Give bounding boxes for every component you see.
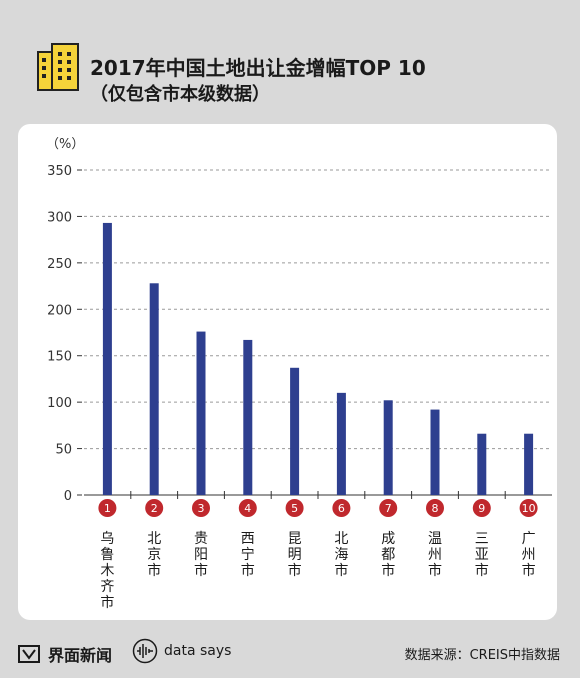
rank-label: 9 [478, 502, 485, 515]
y-tick-label: 150 [47, 350, 72, 365]
bar [243, 339, 253, 495]
rank-label: 4 [244, 502, 251, 515]
x-tick-label: 北海市 [334, 531, 348, 579]
rank-label: 1 [104, 502, 111, 515]
rank-label: 7 [385, 502, 392, 515]
data-says-label: data says [164, 643, 232, 659]
y-tick-label: 0 [64, 489, 72, 504]
x-tick-label: 乌鲁木齐市 [100, 531, 114, 611]
rank-badge [332, 499, 351, 517]
source-note: 数据来源：CREIS中指数据 [404, 648, 560, 663]
rank-label: 3 [198, 502, 205, 515]
y-tick-label: 350 [47, 164, 72, 179]
page-subtitle: （仅包含市本级数据） [90, 84, 270, 105]
rank-badge [472, 499, 491, 517]
x-tick-label: 北京市 [147, 531, 161, 579]
rank-badge [379, 499, 398, 517]
rank-badge [145, 499, 164, 517]
rank-label: 6 [338, 502, 345, 515]
bar [102, 222, 112, 495]
y-axis-label: （%） [46, 137, 84, 152]
rank-badge [98, 499, 117, 517]
rank-badge [192, 499, 210, 517]
chart-panel: （%） 0 50 100 150 200 250 300 350 1 乌鲁木齐市 2 北京市 3 贵阳市 4 西… [18, 124, 557, 620]
y-tick-label: 100 [47, 396, 72, 411]
waveform-icon [132, 638, 158, 664]
x-tick-label: 昆明市 [288, 531, 302, 579]
y-tick-label: 300 [47, 210, 72, 225]
brand: 界面新闻 [18, 642, 112, 666]
rank-badge [285, 499, 304, 517]
y-tick-label: 250 [47, 257, 72, 272]
rank-badge [426, 499, 444, 517]
rank-label: 5 [291, 502, 298, 515]
bar [290, 367, 300, 495]
y-tick-label: 50 [55, 443, 72, 458]
rank-label: 10 [522, 502, 536, 515]
x-tick-label: 西宁市 [241, 531, 255, 579]
rank-label: 2 [151, 502, 158, 515]
bar [149, 283, 159, 495]
rank-label: 8 [432, 502, 439, 515]
x-tick-label: 温州市 [428, 531, 442, 579]
bar [477, 433, 487, 495]
y-tick-label: 200 [47, 303, 72, 318]
rank-badge [238, 499, 257, 517]
bar [430, 409, 440, 495]
building-icon [37, 43, 79, 91]
bar [524, 433, 534, 495]
brand-name: 界面新闻 [48, 646, 113, 665]
x-tick-label: 成都市 [381, 531, 395, 579]
bar [196, 331, 206, 495]
bar-chart: （%） 0 50 100 150 200 250 300 350 1 乌鲁木齐市 2 北京市 3 贵阳市 4 西… [46, 137, 552, 611]
x-tick-label: 广州市 [522, 531, 536, 579]
rank-badge [519, 499, 538, 517]
x-tick-label: 三亚市 [475, 531, 489, 579]
bar [336, 392, 346, 495]
footer: 界面新闻 data says 数据来源：CREIS中指数据 [0, 620, 580, 678]
data-says: data says [132, 638, 231, 664]
header: 2017年中国土地出让金增幅TOP 10 （仅包含市本级数据） [0, 0, 580, 120]
bar [383, 400, 393, 495]
jiemian-logo-icon [18, 645, 40, 663]
page-title: 2017年中国土地出让金增幅TOP 10 [90, 56, 426, 80]
x-tick-label: 贵阳市 [194, 531, 208, 579]
